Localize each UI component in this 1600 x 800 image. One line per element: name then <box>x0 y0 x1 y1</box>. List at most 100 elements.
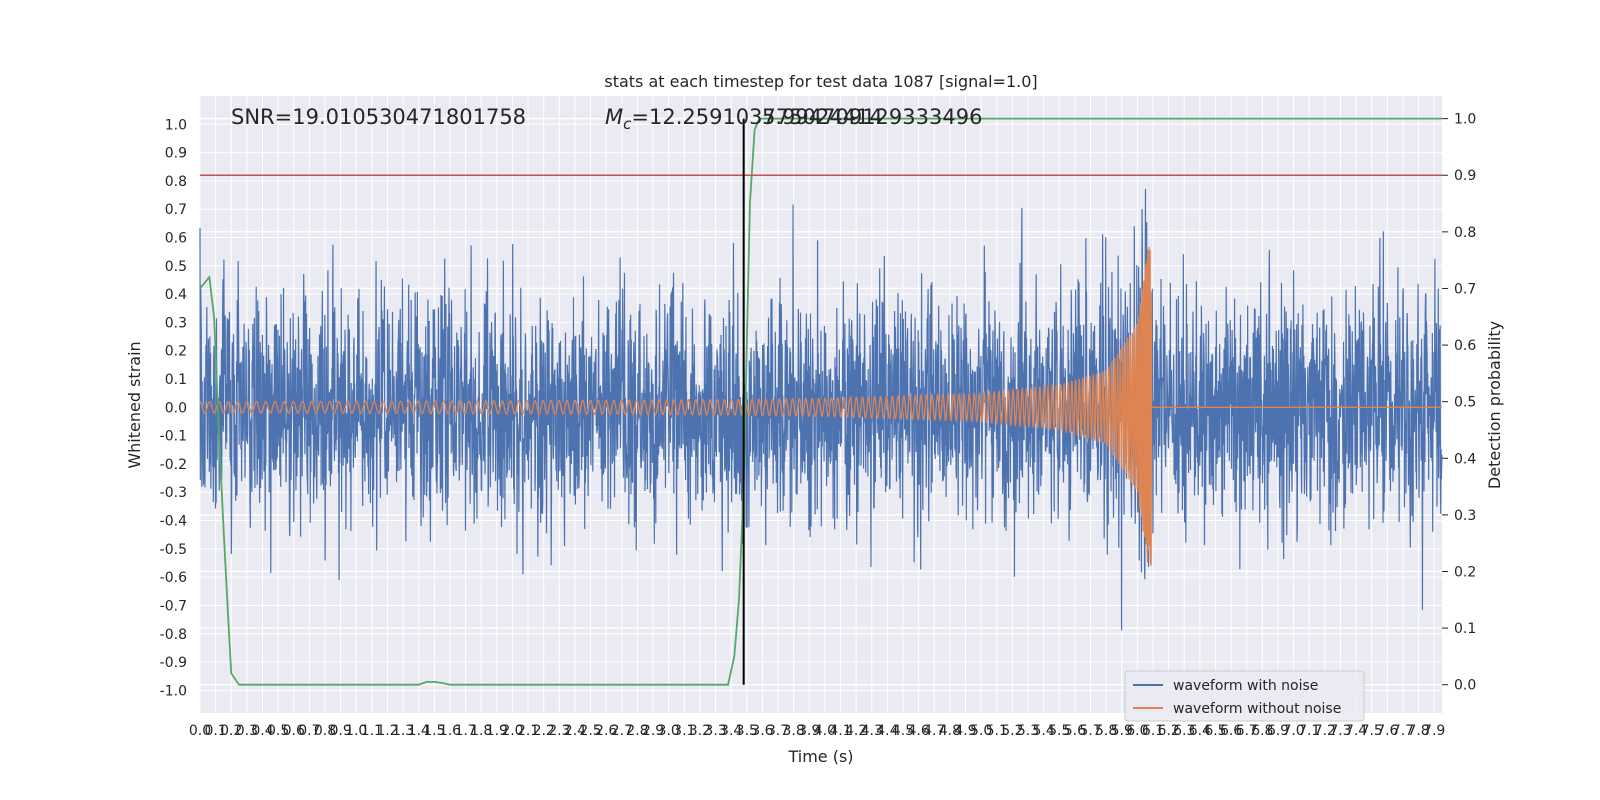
x-tick-label: 0.7 <box>298 723 320 739</box>
x-tick-label: 4.1 <box>829 723 851 739</box>
x-tick-label: 0.0 <box>189 723 211 739</box>
x-tick-labels: 0.00.10.20.30.40.50.60.70.80.91.01.11.21… <box>189 723 1445 739</box>
x-tick-label: 4.3 <box>861 723 883 739</box>
x-tick-label: 7.9 <box>1423 723 1445 739</box>
y-tick-label: 0.3 <box>165 315 187 331</box>
x-tick-label: 7.7 <box>1392 723 1414 739</box>
x-tick-label: 1.0 <box>345 723 367 739</box>
x-tick-label: 7.0 <box>1282 723 1304 739</box>
y-right-tick-label: 0.5 <box>1454 395 1476 411</box>
y-right-tick-label: 1.0 <box>1454 112 1476 128</box>
y-tick-label: 0.7 <box>165 202 187 218</box>
x-tick-label: 1.8 <box>470 723 492 739</box>
x-tick-label: 3.9 <box>798 723 820 739</box>
x-tick-label: 1.7 <box>454 723 476 739</box>
mc-annotation: Mc=12.259103775024414 <box>605 105 883 133</box>
x-tick-label: 2.6 <box>595 723 617 739</box>
y-tick-label: -0.5 <box>160 542 187 558</box>
x-tick-label: 6.7 <box>1236 723 1258 739</box>
x-tick-label: 7.5 <box>1361 723 1383 739</box>
x-tick-label: 5.0 <box>970 723 992 739</box>
y-axis-title: Whitened strain <box>125 341 144 468</box>
x-tick-label: 7.4 <box>1345 723 1367 739</box>
overlap-annotation: 5.994709129333496 <box>762 105 982 129</box>
x-tick-label: 0.4 <box>251 723 273 739</box>
y-tick-label: -0.8 <box>160 627 187 643</box>
x-tick-label: 2.4 <box>564 723 586 739</box>
x-tick-label: 0.6 <box>283 723 305 739</box>
y-right-axis-title: Detection probability <box>1485 321 1504 489</box>
x-tick-label: 2.8 <box>626 723 648 739</box>
x-tick-label: 0.3 <box>236 723 258 739</box>
x-tick-label: 2.5 <box>579 723 601 739</box>
x-tick-label: 1.2 <box>376 723 398 739</box>
x-tick-label: 3.6 <box>751 723 773 739</box>
x-tick-label: 3.0 <box>658 723 680 739</box>
snr-annotation: SNR=19.010530471801758 <box>231 105 526 129</box>
y-tick-label: -0.7 <box>160 598 187 614</box>
x-tick-label: 1.1 <box>361 723 383 739</box>
x-tick-label: 7.3 <box>1329 723 1351 739</box>
x-tick-label: 4.0 <box>814 723 836 739</box>
x-tick-label: 0.5 <box>267 723 289 739</box>
y-tick-label: -0.2 <box>160 457 187 473</box>
chart-title: stats at each timestep for test data 108… <box>604 72 1037 91</box>
y-tick-label: -0.3 <box>160 485 187 501</box>
y-right-tick-label: 0.3 <box>1454 508 1476 524</box>
series-waveform-without-noise <box>199 246 1442 566</box>
y-right-tick-label: 0.4 <box>1454 451 1476 467</box>
x-tick-label: 2.0 <box>501 723 523 739</box>
y-tick-label: 0.8 <box>165 174 187 190</box>
waveform-with-noise-line <box>199 188 1443 631</box>
x-tick-label: 3.8 <box>783 723 805 739</box>
y-tick-label: -1.0 <box>160 683 187 699</box>
waveform-without-noise-line <box>199 246 1442 566</box>
x-tick-label: 2.2 <box>533 723 555 739</box>
legend: waveform with noise waveform without noi… <box>1124 670 1365 722</box>
x-tick-label: 6.2 <box>1157 723 1179 739</box>
x-tick-label: 4.9 <box>954 723 976 739</box>
x-tick-label: 5.5 <box>1048 723 1070 739</box>
x-tick-label: 5.6 <box>1064 723 1086 739</box>
legend-box <box>1124 670 1365 722</box>
x-tick-label: 5.1 <box>986 723 1008 739</box>
x-tick-label: 3.3 <box>704 723 726 739</box>
y-right-tick-label: 0.1 <box>1454 621 1476 637</box>
x-tick-label: 0.1 <box>204 723 226 739</box>
x-tick-label: 1.4 <box>408 723 430 739</box>
y-tick-label: 0.5 <box>165 259 187 275</box>
x-tick-label: 1.3 <box>392 723 414 739</box>
x-tick-label: 2.3 <box>548 723 570 739</box>
y-tick-label: 0.9 <box>165 146 187 162</box>
y-tick-labels: 1.0 0.9 0.8 0.7 0.6 0.5 0.4 0.3 0.2 0.1 0.0 -0.1 -0.… <box>160 117 187 699</box>
y-right-tick-label: 0.7 <box>1454 281 1476 297</box>
x-tick-label: 4.6 <box>908 723 930 739</box>
x-tick-label: 6.3 <box>1173 723 1195 739</box>
x-tick-label: 7.6 <box>1376 723 1398 739</box>
mc-symbol: M <box>605 105 623 129</box>
x-tick-label: 0.9 <box>329 723 351 739</box>
y-tick-label: 0.4 <box>165 287 187 303</box>
x-tick-label: 4.7 <box>923 723 945 739</box>
x-tick-label: 3.1 <box>673 723 695 739</box>
y-right-tick-label: 0.2 <box>1454 564 1476 580</box>
x-tick-label: 2.9 <box>642 723 664 739</box>
y-right-tick-labels: 1.0 0.9 0.8 0.7 0.6 0.5 0.4 0.3 0.2 0.1 0.0 <box>1442 112 1476 694</box>
y-tick-label: 0.2 <box>165 344 187 360</box>
x-tick-label: 6.6 <box>1220 723 1242 739</box>
mc-subscript: c <box>623 115 632 133</box>
y-right-tick-label: 0.0 <box>1454 678 1476 694</box>
x-tick-label: 2.7 <box>611 723 633 739</box>
x-tick-label: 4.2 <box>845 723 867 739</box>
mc-value: =12.259103775024414 <box>631 105 882 129</box>
x-tick-label: 5.7 <box>1079 723 1101 739</box>
x-tick-label: 5.4 <box>1032 723 1054 739</box>
series-waveform-with-noise <box>199 188 1443 631</box>
x-tick-label: 7.8 <box>1407 723 1429 739</box>
series-detection-probability <box>199 117 1442 686</box>
detection-probability-line <box>199 117 1442 686</box>
x-tick-label: 1.6 <box>439 723 461 739</box>
y-tick-label: -0.4 <box>160 514 187 530</box>
x-tick-label: 5.8 <box>1095 723 1117 739</box>
